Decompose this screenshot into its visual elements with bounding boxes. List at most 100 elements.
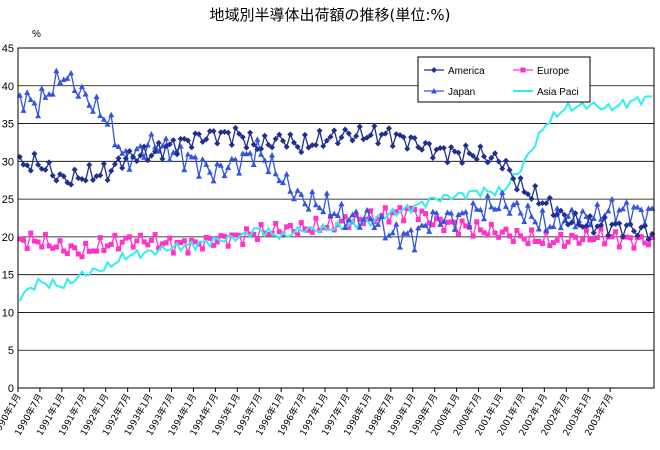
data-point: [525, 241, 531, 247]
data-point: [338, 200, 345, 207]
data-point: [316, 127, 323, 134]
data-point: [261, 157, 268, 163]
data-point: [473, 156, 480, 163]
data-point: [217, 162, 224, 168]
data-point: [605, 207, 612, 214]
data-point: [184, 137, 191, 144]
data-point: [356, 224, 363, 230]
data-point: [221, 128, 228, 135]
data-point: [557, 207, 564, 214]
data-point: [119, 150, 126, 156]
data-point: [598, 226, 604, 232]
data-point: [499, 189, 506, 195]
data-point: [137, 152, 144, 159]
data-point: [415, 217, 421, 223]
data-point: [141, 154, 148, 160]
data-point: [53, 67, 60, 74]
data-point: [444, 209, 451, 215]
y-tick-label: 45: [2, 43, 14, 55]
data-point: [327, 212, 334, 219]
data-point: [492, 230, 498, 236]
data-point: [159, 241, 165, 247]
data-point: [284, 224, 290, 230]
data-point: [404, 145, 411, 152]
data-point: [590, 229, 597, 236]
data-point: [572, 223, 579, 230]
data-point: [130, 244, 136, 250]
data-point: [49, 91, 56, 97]
data-point: [568, 206, 575, 213]
legend-item-asia-paci: Asia Paci: [513, 87, 579, 98]
data-point: [602, 241, 608, 247]
data-point: [569, 232, 575, 238]
data-point: [561, 217, 568, 224]
data-point: [61, 248, 67, 254]
data-point: [624, 234, 630, 240]
data-point: [591, 237, 597, 243]
data-point: [638, 234, 644, 240]
data-point: [265, 168, 272, 175]
data-point: [524, 202, 531, 208]
data-point: [470, 199, 477, 206]
data-point: [536, 238, 542, 244]
data-point: [638, 206, 645, 213]
data-point: [517, 175, 524, 182]
data-point: [444, 219, 450, 225]
data-point: [188, 144, 195, 151]
data-point: [550, 240, 556, 246]
data-point: [148, 152, 155, 159]
data-point: [298, 220, 304, 226]
data-point: [53, 177, 60, 184]
data-point: [174, 151, 180, 158]
data-point: [590, 215, 597, 221]
data-point: [254, 136, 261, 142]
data-point: [250, 161, 257, 167]
data-point: [89, 176, 96, 183]
data-point: [148, 130, 155, 137]
data-point: [273, 221, 279, 227]
data-point: [38, 85, 45, 91]
data-point: [440, 218, 447, 224]
y-tick-label: 25: [2, 194, 14, 206]
data-point: [35, 112, 42, 119]
data-point: [521, 218, 528, 224]
series-america: [16, 123, 656, 243]
data-point: [357, 216, 363, 222]
data-point: [470, 152, 477, 159]
data-point: [496, 234, 502, 240]
data-point: [360, 216, 367, 222]
data-point: [608, 196, 615, 202]
y-tick-label: 0: [8, 383, 14, 395]
data-point: [68, 181, 74, 188]
data-point: [269, 144, 276, 151]
data-point: [155, 139, 162, 146]
data-point: [407, 226, 414, 233]
data-point: [437, 221, 444, 227]
data-point: [283, 171, 290, 177]
data-point: [557, 224, 564, 231]
data-point: [93, 93, 100, 100]
data-point: [163, 135, 170, 141]
y-tick-label: 30: [2, 156, 14, 168]
data-point: [415, 224, 422, 231]
y-tick-label: 15: [2, 270, 14, 282]
data-point: [631, 245, 637, 251]
data-point: [601, 214, 608, 221]
data-point: [561, 211, 568, 218]
data-point: [258, 222, 264, 228]
data-point: [265, 141, 272, 148]
data-point: [159, 155, 166, 162]
data-point: [49, 172, 56, 179]
data-point: [258, 145, 265, 152]
data-point: [247, 231, 253, 237]
data-point: [342, 214, 348, 220]
data-point: [247, 149, 254, 156]
data-point: [207, 235, 213, 241]
data-point: [320, 208, 327, 215]
data-point: [605, 232, 612, 239]
data-point: [312, 142, 319, 149]
data-point: [42, 232, 48, 238]
data-point: [272, 170, 279, 177]
data-point: [83, 240, 89, 246]
data-point: [630, 203, 637, 210]
